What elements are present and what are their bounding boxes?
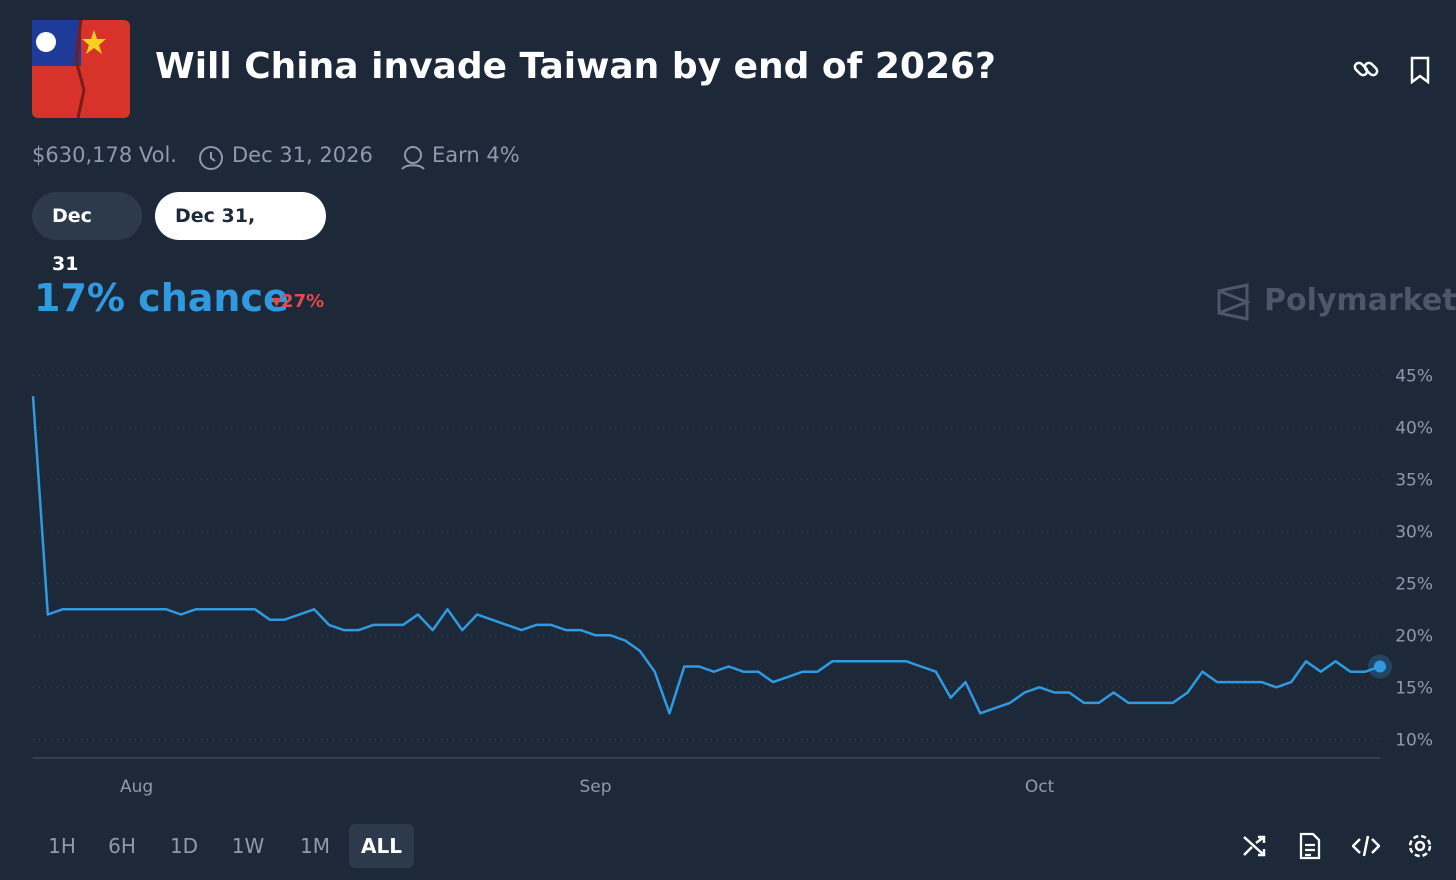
change: ▾27%	[272, 291, 324, 312]
brand-logo	[1217, 283, 1250, 321]
range-button[interactable]: ALL	[349, 824, 414, 868]
date-tab[interactable]: Dec 31	[32, 192, 142, 275]
doc-icon[interactable]	[1298, 832, 1322, 860]
range-button[interactable]: 6H	[108, 834, 136, 858]
end-point	[1374, 660, 1386, 673]
x-tick-label: Aug	[120, 777, 153, 797]
y-tick-label: 25%	[1395, 574, 1433, 594]
shuffle-icon[interactable]	[1242, 833, 1268, 859]
range-button[interactable]: 1M	[300, 834, 330, 858]
clock-icon	[199, 146, 223, 170]
range-button[interactable]: 1W	[231, 834, 265, 858]
bookmark-icon[interactable]	[1408, 56, 1432, 84]
x-tick-label: Oct	[1025, 777, 1055, 797]
embed-icon[interactable]	[1352, 833, 1380, 859]
market-icon	[32, 20, 130, 118]
range-button[interactable]: 1D	[169, 834, 199, 858]
y-tick-label: 45%	[1395, 366, 1433, 386]
y-tick-label: 20%	[1395, 626, 1433, 646]
title: Will China invade Taiwan by end of 2026?	[155, 46, 996, 87]
settings-icon[interactable]	[1407, 833, 1433, 859]
earn: Earn 4%	[432, 143, 520, 167]
link-icon[interactable]	[1352, 56, 1380, 84]
end-date: Dec 31, 2026	[232, 143, 373, 167]
price-line	[31, 396, 1381, 715]
volume: $630,178 Vol.	[32, 143, 177, 167]
down-arrow: ▾	[272, 291, 282, 312]
date-tab[interactable]: Dec 31, 2026	[155, 192, 326, 275]
earn-icon	[401, 146, 425, 170]
brand: Polymarket	[1264, 283, 1456, 318]
y-tick-label: 40%	[1395, 418, 1433, 438]
change-value: 27%	[281, 291, 325, 312]
y-tick-label: 35%	[1395, 470, 1433, 490]
chance: 17% chance	[34, 276, 289, 320]
y-tick-label: 30%	[1395, 522, 1433, 542]
y-tick-label: 15%	[1395, 678, 1433, 698]
x-tick-label: Sep	[579, 777, 611, 797]
range-button[interactable]: 1H	[48, 834, 76, 858]
y-tick-label: 10%	[1395, 730, 1433, 750]
chart: 10% 15% 20% 25% 30% 35% 40% 45% Aug Sep Oct	[31, 366, 1433, 797]
